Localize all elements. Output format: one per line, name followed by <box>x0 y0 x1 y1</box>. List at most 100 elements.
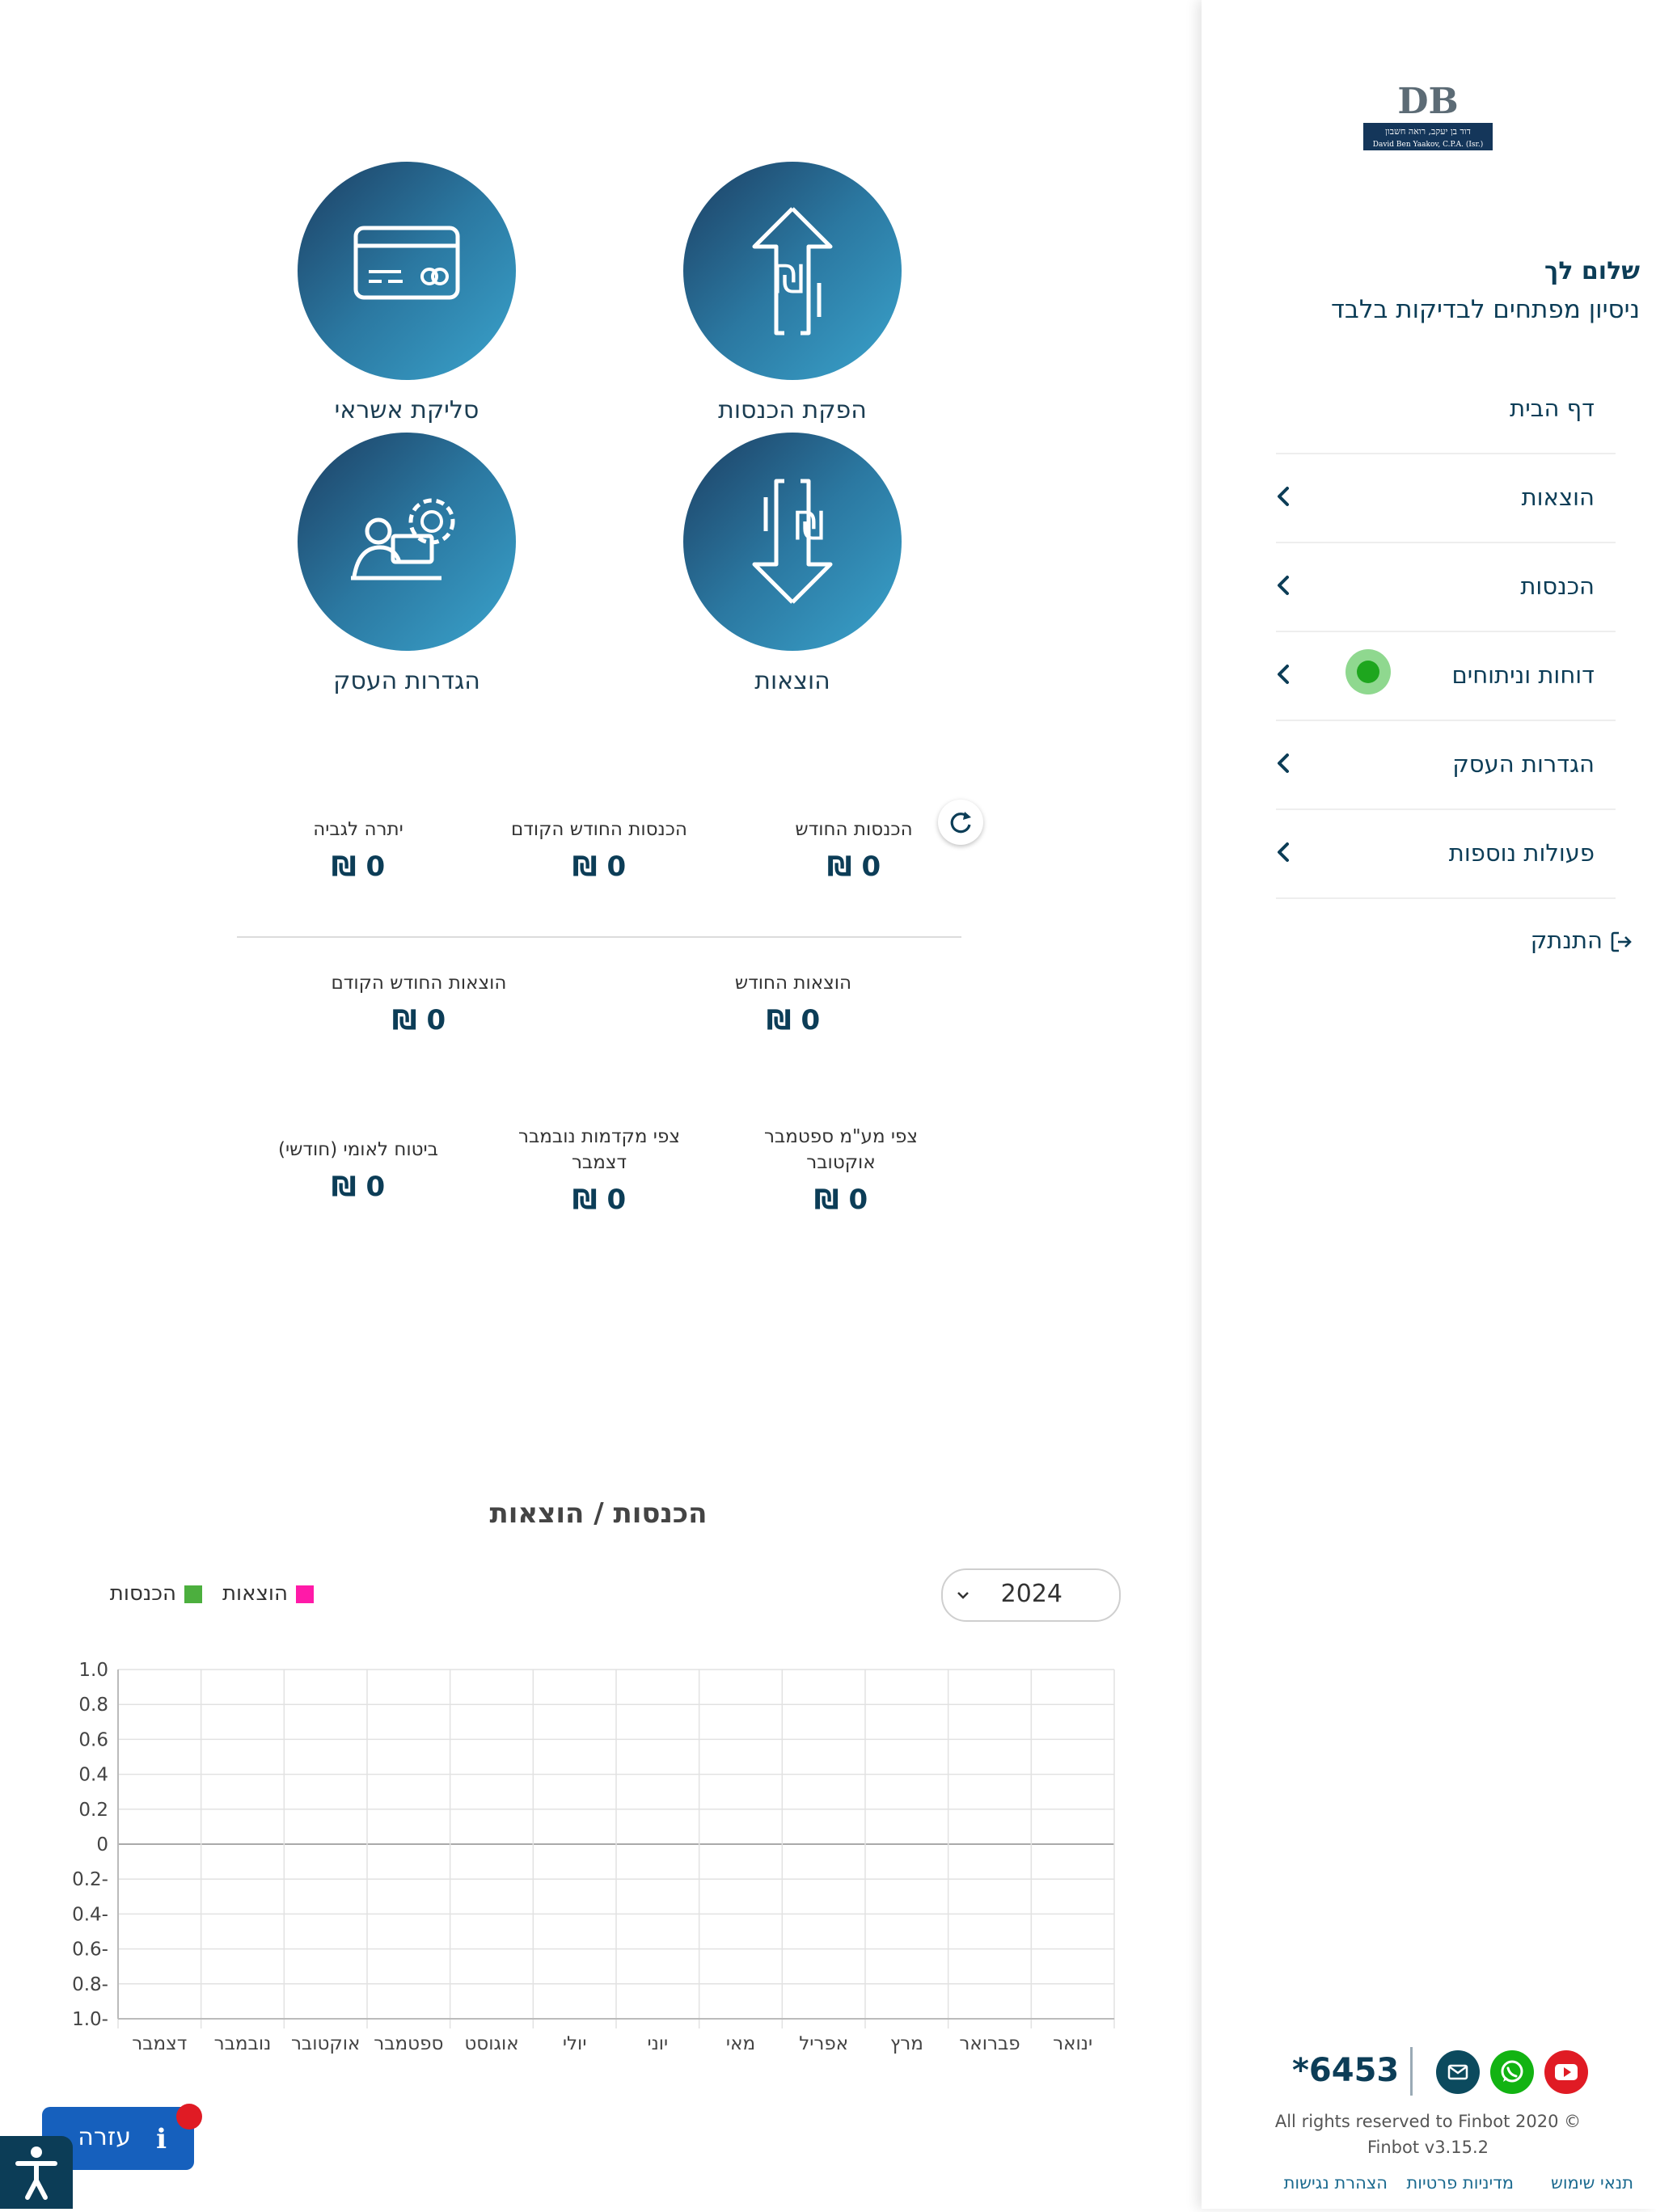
nav-item-label: דף הבית <box>1510 395 1595 422</box>
tile-expenses[interactable]: ₪ הוצאות <box>631 433 954 707</box>
stat-value: 0 ₪ <box>331 1171 386 1203</box>
business-name: ניסיון מפתחים לבדיקות בלבד <box>1331 295 1640 324</box>
x-tick-label: יוני <box>647 2033 668 2054</box>
y-tick-label: 0.4- <box>72 1904 108 1925</box>
stat-expenses-month: הוצאות החודש 0 ₪ <box>672 970 915 1036</box>
x-tick-label: יולי <box>563 2033 587 2054</box>
email-icon[interactable] <box>1436 2050 1480 2094</box>
stat-advances-forecast: צפי מקדמות נובמבר דצמבר 0 ₪ <box>478 1124 720 1216</box>
youtube-icon[interactable] <box>1544 2050 1588 2094</box>
tile-label: סליקת אשראי <box>334 396 479 424</box>
x-tick-label: אוקטובר <box>291 2033 360 2054</box>
logout-button[interactable]: התנתק <box>1531 927 1633 954</box>
y-tick-label: 0 <box>96 1834 108 1855</box>
logout-icon <box>1611 931 1632 952</box>
refresh-icon <box>950 812 971 834</box>
svg-text:₪: ₪ <box>794 504 825 549</box>
tile-label: הוצאות <box>754 667 830 695</box>
stat-label: הכנסות החודש <box>795 819 913 840</box>
stat-income-prev-month: הכנסות החודש הקודם 0 ₪ <box>478 817 720 883</box>
y-tick-label: 0.6- <box>72 1940 108 1961</box>
legend-swatch <box>296 1585 314 1603</box>
chevron-left-icon <box>1278 665 1289 684</box>
accessibility-button[interactable] <box>0 2136 73 2209</box>
y-tick-label: 0.2 <box>78 1800 108 1821</box>
y-tick-label: 1.0- <box>72 2009 108 2030</box>
logout-label: התנתק <box>1530 927 1603 954</box>
chevron-left-icon <box>1278 754 1289 773</box>
nav-item-label: הגדרות העסק <box>1452 750 1595 778</box>
tile-label: הגדרות העסק <box>333 667 480 695</box>
x-tick-label: מאי <box>726 2033 755 2054</box>
nav-item-business-settings[interactable]: הגדרות העסק <box>1276 720 1616 810</box>
stat-income-month: הכנסות החודש 0 ₪ <box>733 817 975 883</box>
copyright: All rights reserved to Finbot 2020 © <box>1274 2112 1582 2131</box>
x-tick-label: אוגוסט <box>464 2033 518 2054</box>
y-tick-label: 0.8- <box>72 1974 108 1995</box>
business-settings-icon <box>298 433 516 651</box>
nav-item-label: הכנסות <box>1520 572 1595 600</box>
legend-item-expenses[interactable]: הוצאות <box>222 1581 314 1606</box>
nav-item-income[interactable]: הכנסות <box>1276 542 1616 632</box>
stat-value: 0 ₪ <box>826 851 881 883</box>
year-select-value: 2024 <box>1000 1580 1062 1608</box>
status-indicator <box>1346 649 1391 694</box>
chevron-left-icon <box>1278 842 1289 862</box>
app-version: Finbot v3.15.2 <box>1367 2138 1489 2157</box>
y-tick-label: 0.8 <box>78 1695 108 1716</box>
y-tick-label: 1.0 <box>78 1660 108 1681</box>
stat-label: הוצאות החודש הקודם <box>331 973 507 994</box>
svg-text:David Ben Yaakov, C.P.A. (Isr.: David Ben Yaakov, C.P.A. (Isr.) <box>1373 140 1483 149</box>
chevron-left-icon <box>1278 576 1289 595</box>
y-tick-label: 0.2- <box>72 1869 108 1890</box>
tile-business-settings[interactable]: הגדרות העסק <box>245 433 568 707</box>
accessibility-icon <box>15 2147 57 2200</box>
privacy-link[interactable]: מדיניות פרטיות <box>1406 2173 1514 2193</box>
sidebar: DB דוד בן יעקב, רואה חשבון David Ben Yaa… <box>1202 0 1656 2209</box>
tile-issue-income[interactable]: ₪ הפקת הכנסות <box>631 162 954 437</box>
tile-credit-clearing[interactable]: סליקת אשראי <box>245 162 568 437</box>
nav-item-label: פעולות נוספות <box>1448 839 1595 867</box>
notification-badge <box>176 2104 202 2130</box>
x-tick-label: ספטמבר <box>374 2033 443 2054</box>
divider <box>1410 2047 1413 2096</box>
nav-item-more-actions[interactable]: פעולות נוספות <box>1276 808 1616 899</box>
chevron-down-icon <box>957 1592 969 1599</box>
legend-item-income[interactable]: הכנסות <box>110 1581 202 1606</box>
nav-item-home[interactable]: דף הבית <box>1276 364 1616 454</box>
nav-item-reports[interactable]: דוחות וניתוחים <box>1276 631 1616 721</box>
company-logo: DB דוד בן יעקב, רואה חשבון David Ben Yaa… <box>1363 81 1493 152</box>
x-tick-label: מרץ <box>890 2033 923 2054</box>
stat-value: 0 ₪ <box>766 1004 821 1036</box>
x-tick-label: ינואר <box>1053 2033 1092 2054</box>
shekel-arrow-up-icon: ₪ <box>683 162 902 380</box>
stat-label: צפי מקדמות נובמבר דצמבר <box>518 1126 680 1173</box>
year-select[interactable]: 2024 <box>941 1568 1121 1622</box>
stat-value: 0 ₪ <box>572 851 627 883</box>
stat-value: 0 ₪ <box>391 1004 446 1036</box>
shekel-arrow-down-icon: ₪ <box>683 433 902 651</box>
chevron-left-icon <box>1278 487 1289 506</box>
nav-item-label: הוצאות <box>1521 483 1595 511</box>
stat-expenses-prev-month: הוצאות החודש הקודם 0 ₪ <box>298 970 540 1036</box>
legend-label: הוצאות <box>222 1581 288 1606</box>
tile-label: הפקת הכנסות <box>718 396 867 424</box>
income-expenses-chart: 1.0 0.8 0.6 0.4 0.2 0 0.2- 0.4- 0.6- 0.8- 1.0- ינוא… <box>72 1660 1115 2054</box>
accessibility-statement-link[interactable]: הצהרת נגישות <box>1283 2173 1388 2193</box>
terms-link[interactable]: תנאי שימוש <box>1550 2173 1633 2193</box>
x-tick-label: אפריל <box>799 2033 848 2054</box>
y-tick-label: 0.6 <box>78 1729 108 1750</box>
nav-item-expenses[interactable]: הוצאות <box>1276 453 1616 543</box>
legend-swatch <box>184 1585 202 1603</box>
x-tick-label: פברואר <box>959 2033 1020 2054</box>
y-tick-label: 0.4 <box>78 1765 108 1786</box>
whatsapp-icon[interactable] <box>1490 2050 1534 2094</box>
x-tick-label: דצמבר <box>132 2033 187 2054</box>
stat-value: 0 ₪ <box>572 1184 627 1216</box>
refresh-button[interactable] <box>938 800 983 845</box>
stat-label: ביטוח לאומי (חודשי) <box>278 1139 438 1160</box>
support-phone[interactable]: *6453 <box>1292 2052 1400 2089</box>
greeting: שלום לך <box>1544 257 1640 285</box>
stat-vat-forecast: צפי מע"מ ספטמבר אוקטובר 0 ₪ <box>720 1124 962 1216</box>
stat-balance-due: יתרה לגביה 0 ₪ <box>237 817 479 883</box>
